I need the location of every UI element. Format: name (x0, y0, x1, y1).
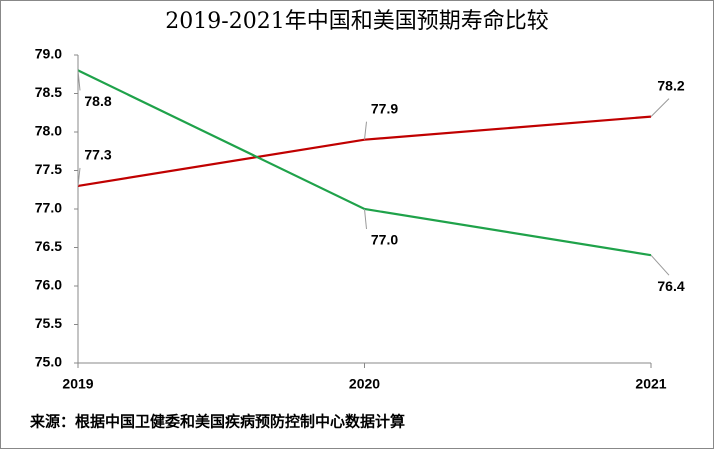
leader-line (364, 208, 367, 230)
y-tick-label: 77.0 (35, 200, 62, 216)
y-tick-label: 76.0 (35, 277, 62, 293)
chart-title: 2019-2021年中国和美国预期寿命比较 (165, 9, 548, 34)
source-note: 来源：根据中国卫健委和美国疾病预防控制中心数据计算 (29, 413, 405, 431)
leader-line (650, 254, 670, 276)
y-tick-label: 75.0 (35, 354, 62, 370)
y-tick-label: 75.5 (35, 315, 62, 331)
leader-line (77, 70, 81, 91)
leader-line (364, 121, 367, 140)
x-tick-label: 2020 (349, 376, 380, 392)
data-label: 77.3 (84, 147, 111, 163)
leader-line (650, 98, 670, 117)
x-tick-label: 2019 (62, 376, 93, 392)
y-tick-label: 78.5 (35, 84, 62, 100)
data-label: 78.2 (657, 77, 684, 93)
y-tick-label: 79.0 (35, 46, 62, 62)
data-label: 77.0 (371, 232, 398, 248)
y-tick-label: 78.0 (35, 123, 62, 139)
y-tick-label: 76.5 (35, 238, 62, 254)
y-tick-label: 77.5 (35, 161, 62, 177)
data-label: 78.8 (84, 93, 111, 109)
x-tick-label: 2021 (635, 376, 666, 392)
leader-line (77, 167, 81, 186)
data-label: 76.4 (657, 278, 684, 294)
data-label: 77.9 (371, 100, 398, 116)
